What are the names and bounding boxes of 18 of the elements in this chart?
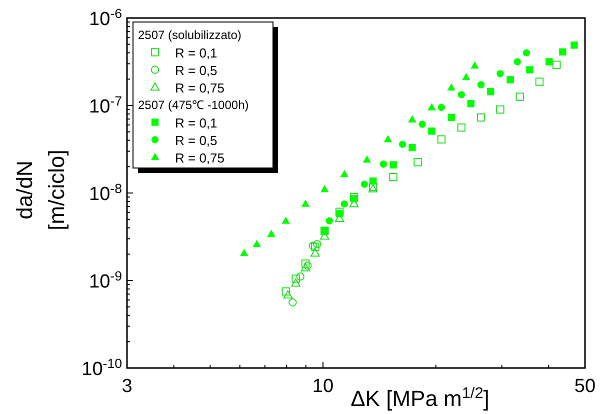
y-tick-label: 10$^{-6}$ — [89, 6, 122, 30]
y-tick-label: 10$^{-7}$ — [89, 93, 122, 118]
x-tick-label: 10 — [312, 376, 334, 397]
legend-label: R = 0,75 — [175, 150, 225, 166]
legend-label: R = 0,1 — [175, 115, 218, 130]
x-tick-label: 50 — [574, 376, 596, 397]
legend-label: R = 0,1 — [175, 45, 218, 60]
y-tick-label: 10$^{-8}$ — [89, 180, 122, 205]
y-tick-label: 10$^{-10}$ — [82, 356, 122, 380]
y-tick-label: 10$^{-9}$ — [89, 268, 122, 292]
legend-label: R = 0,5 — [175, 62, 218, 78]
legend-label: R = 0,5 — [175, 132, 218, 148]
x-tick-label: 3 — [122, 376, 132, 397]
annotation: 2507 (solubilizzato) — [138, 28, 242, 42]
legend-label: R = 0,75 — [175, 80, 225, 96]
x-axis-title: ΔK [MPa m$^{1/2}$] — [350, 384, 490, 411]
y-axis-title: da/dN [m/ciclo] — [12, 150, 69, 230]
annotation: 2507 (475℃ -1000h) — [138, 98, 249, 112]
